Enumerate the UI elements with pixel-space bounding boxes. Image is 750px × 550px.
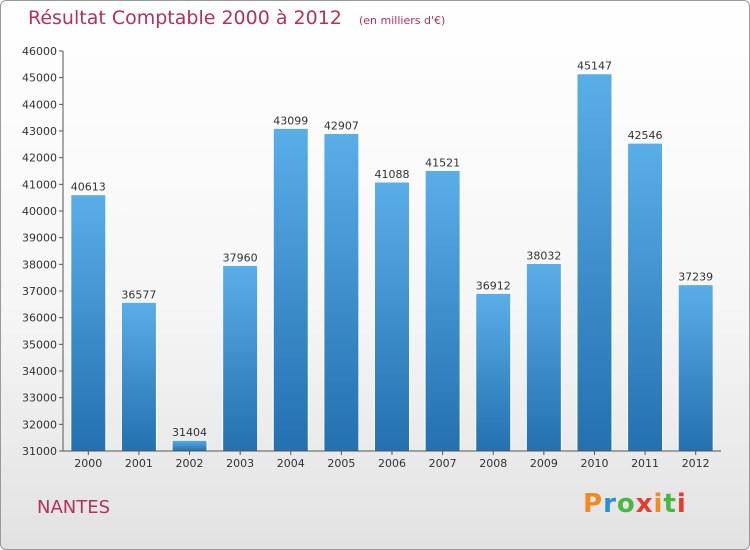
bar-value-label: 37960 xyxy=(223,251,258,264)
bar-2002 xyxy=(171,439,208,452)
bar-2007 xyxy=(424,169,461,452)
x-tick-label: 2003 xyxy=(226,457,254,470)
bar-value-label: 43099 xyxy=(273,114,308,127)
bar-2003 xyxy=(222,264,259,452)
city-label: NANTES xyxy=(37,497,111,518)
x-tick-label: 2005 xyxy=(327,457,355,470)
y-tick-label: 41000 xyxy=(22,178,57,191)
y-tick-label: 33000 xyxy=(22,392,57,405)
y-tick-label: 45000 xyxy=(22,72,57,85)
x-tick-label: 2000 xyxy=(74,457,102,470)
bar-2008 xyxy=(475,292,512,452)
y-axis: 31000 32000 33000 34000 35000 36000 37000 38000… xyxy=(22,45,64,458)
x-tick-label: 2007 xyxy=(429,457,457,470)
x-tick-label: 2009 xyxy=(530,457,558,470)
bar-value-label: 41088 xyxy=(375,168,410,181)
y-tick-label: 37000 xyxy=(22,285,57,298)
x-tick-label: 2002 xyxy=(176,457,204,470)
bar-2004 xyxy=(272,127,309,452)
logo-letter: i xyxy=(653,489,664,519)
bar-2005 xyxy=(323,132,360,452)
proxiti-logo: Proxiti xyxy=(583,489,687,519)
logo-letter: t xyxy=(663,489,677,519)
bar-value-label: 40613 xyxy=(71,181,106,194)
bar-value-label: 42546 xyxy=(628,129,663,142)
bar-2006 xyxy=(374,181,410,452)
bar-2011 xyxy=(627,142,664,452)
chart-title-block: Résultat Comptable 2000 à 2012 (en milli… xyxy=(28,7,445,29)
x-tick-label: 2004 xyxy=(277,457,305,470)
x-tick-label: 2008 xyxy=(479,457,507,470)
logo-letter: x xyxy=(635,489,654,519)
bar-value-label: 31404 xyxy=(172,426,207,439)
bar-value-label: 37239 xyxy=(678,271,713,284)
bar-value-label: 36577 xyxy=(121,288,156,301)
x-tick-label: 2001 xyxy=(125,457,153,470)
y-tick-label: 46000 xyxy=(22,45,57,58)
x-tick-label: 2012 xyxy=(682,457,710,470)
x-tick-label: 2010 xyxy=(580,457,608,470)
y-tick-label: 36000 xyxy=(22,312,57,325)
bar-2001 xyxy=(120,301,157,452)
y-tick-label: 42000 xyxy=(22,152,57,165)
logo-letter: i xyxy=(676,489,687,519)
y-tick-label: 43000 xyxy=(22,125,57,138)
logo-letter: P xyxy=(583,489,604,519)
bar-value-label: 42907 xyxy=(324,119,359,132)
chart-subtitle: (en milliers d'€) xyxy=(358,14,446,27)
y-tick-label: 44000 xyxy=(22,98,57,111)
y-tick-label: 38000 xyxy=(22,258,57,271)
chart-title: Résultat Comptable 2000 à 2012 xyxy=(28,7,342,29)
y-tick-label: 40000 xyxy=(22,205,57,218)
x-axis: 2000 2001 2002 2003 2004 2005 2006 2007 2008 2009… xyxy=(63,450,721,470)
y-tick-label: 39000 xyxy=(22,232,57,245)
bar-value-label: 38032 xyxy=(526,249,561,262)
y-tick-label: 31000 xyxy=(22,445,57,458)
bars-group: 40613 36577 31404 37960 43099 42907 41088 41521… xyxy=(70,60,714,452)
y-tick-label: 32000 xyxy=(22,418,57,431)
logo-letter: o xyxy=(616,489,636,519)
bar-value-label: 41521 xyxy=(425,156,460,169)
bar-2012 xyxy=(677,284,714,452)
logo-letter: r xyxy=(603,489,617,519)
bar-value-label: 36912 xyxy=(476,279,511,292)
x-tick-label: 2006 xyxy=(378,457,406,470)
bar-2000 xyxy=(70,194,107,452)
y-tick-label: 34000 xyxy=(22,365,57,378)
bar-value-label: 45147 xyxy=(577,60,612,73)
x-tick-label: 2011 xyxy=(631,457,659,470)
bar-2009 xyxy=(525,262,562,452)
y-tick-label: 35000 xyxy=(22,338,57,351)
bar-2010 xyxy=(576,73,613,452)
